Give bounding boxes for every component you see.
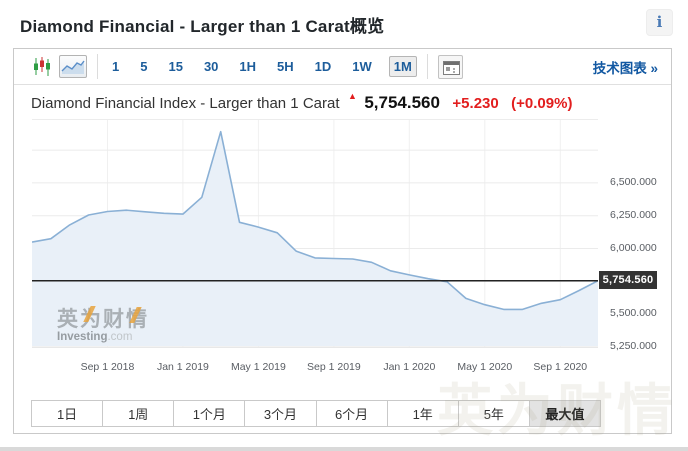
period-button-1年[interactable]: 1年 bbox=[386, 401, 458, 426]
x-axis-label: Sep 1 2020 bbox=[533, 361, 588, 373]
price-tag: 5,754.560 bbox=[599, 270, 657, 289]
technical-chart-link[interactable]: 技术图表 » bbox=[592, 60, 658, 76]
y-axis-label: 5,250.000 bbox=[610, 339, 657, 352]
x-axis-label: Sep 1 2019 bbox=[307, 361, 361, 373]
interval-1M[interactable]: 1M bbox=[388, 56, 417, 77]
interval-1H[interactable]: 1H bbox=[239, 59, 257, 74]
toolbar-separator bbox=[97, 54, 98, 79]
interval-15[interactable]: 15 bbox=[168, 59, 183, 74]
last-price: 5,754.560 bbox=[364, 93, 440, 112]
info-button[interactable]: i bbox=[646, 9, 673, 36]
info-icon: i bbox=[656, 13, 663, 31]
interval-1[interactable]: 1 bbox=[112, 59, 120, 74]
period-button-最大值[interactable]: 最大值 bbox=[528, 401, 600, 426]
interval-30[interactable]: 30 bbox=[203, 59, 219, 74]
news-panel-icon-button[interactable] bbox=[437, 54, 463, 79]
interval-1W[interactable]: 1W bbox=[352, 59, 372, 74]
interval-selector: 1 5 15 30 1H 5H 1D 1W 1M bbox=[108, 56, 417, 77]
period-button-3个月[interactable]: 3个月 bbox=[244, 401, 316, 426]
chart-plot-area[interactable]: 英为财情 Investing.com bbox=[32, 119, 598, 348]
x-axis-label: May 1 2019 bbox=[230, 361, 286, 373]
chart-header: Diamond Financial Index - Larger than 1 … bbox=[31, 91, 661, 113]
y-axis-label: 5,500.000 bbox=[610, 307, 657, 320]
period-button-1日[interactable]: 1日 bbox=[32, 401, 103, 426]
chart-toolbar: 1 5 15 30 1H 5H 1D 1W 1M 技术图表 » bbox=[14, 49, 671, 85]
chart-instrument-title: Diamond Financial Index - Larger than 1 … bbox=[31, 95, 340, 112]
toolbar-separator bbox=[426, 54, 428, 79]
area-chart bbox=[32, 120, 598, 347]
page-title: Diamond Financial - Larger than 1 Carat概… bbox=[20, 17, 385, 36]
chart-panel: 1 5 15 30 1H 5H 1D 1W 1M 技术图表 » Diamond Financia… bbox=[13, 48, 673, 442]
interval-5H[interactable]: 5H bbox=[277, 59, 294, 74]
price-change-percent: (+0.09%) bbox=[511, 95, 573, 112]
x-axis-label: Jan 1 2019 bbox=[156, 361, 209, 373]
candlestick-chart-icon[interactable] bbox=[33, 56, 51, 77]
interval-1D[interactable]: 1D bbox=[314, 59, 332, 74]
x-axis-label: Sep 1 2018 bbox=[80, 361, 135, 373]
x-axis-label: Jan 1 2020 bbox=[383, 361, 436, 373]
period-selector: 1日 1周 1个月 3个月 6个月 1年 5年 最大值 bbox=[31, 400, 601, 427]
up-arrow-icon: ▲ bbox=[347, 91, 357, 101]
interval-5[interactable]: 5 bbox=[140, 59, 148, 74]
line-chart-icon-button[interactable] bbox=[59, 55, 87, 78]
news-icon bbox=[442, 60, 460, 75]
period-button-1周[interactable]: 1周 bbox=[102, 401, 174, 426]
candlestick-glyph bbox=[34, 57, 50, 76]
price-change: +5.230 bbox=[452, 95, 499, 112]
y-axis-label: 6,250.000 bbox=[610, 208, 657, 221]
period-button-1个月[interactable]: 1个月 bbox=[173, 401, 245, 426]
line-chart-icon bbox=[61, 60, 85, 74]
y-axis-label: 6,500.000 bbox=[610, 175, 657, 188]
period-button-6个月[interactable]: 6个月 bbox=[315, 401, 387, 426]
x-axis-label: May 1 2020 bbox=[457, 361, 513, 373]
period-button-5年[interactable]: 5年 bbox=[457, 401, 529, 426]
y-axis-label: 6,000.000 bbox=[610, 241, 657, 254]
bottom-divider bbox=[0, 447, 688, 451]
